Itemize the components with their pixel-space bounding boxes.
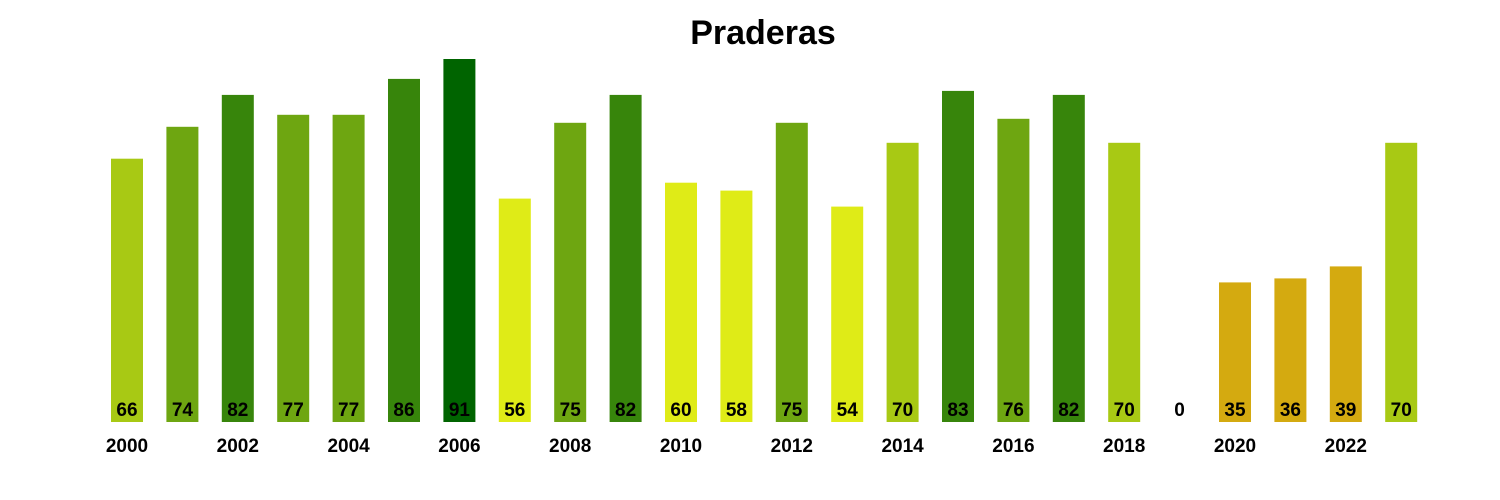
value-label-2018: 70 (1114, 400, 1135, 421)
value-label-2014: 70 (892, 400, 913, 421)
value-label-2023: 70 (1391, 400, 1412, 421)
x-tick-label-2000: 2000 (106, 436, 148, 457)
x-tick-label-2006: 2006 (438, 436, 480, 457)
value-label-2002: 82 (227, 400, 248, 421)
bar-2009 (609, 94, 642, 423)
bar-2006 (443, 59, 476, 422)
bar-2013 (831, 206, 864, 422)
value-label-2009: 82 (615, 400, 636, 421)
bar-2012 (775, 122, 808, 423)
bar-2001 (166, 126, 199, 423)
x-tick-label-2010: 2010 (660, 436, 702, 457)
x-axis-tick-labels: 2000 2002 2004 2006 2008 2010 2012 2014 2016 2018… (106, 436, 1367, 457)
bar-2014 (886, 142, 919, 423)
value-label-2016: 76 (1003, 400, 1024, 421)
value-labels-group: 66 74 82 77 77 86 91 56 75 82 60 58 75 54 70 83 76 82 70 0 3… (116, 400, 1411, 421)
value-label-2010: 60 (670, 400, 691, 421)
value-label-2021: 36 (1280, 400, 1301, 421)
bar-2017 (1052, 94, 1085, 423)
bar-2003 (277, 114, 310, 423)
x-tick-label-2002: 2002 (217, 436, 259, 457)
value-label-2005: 86 (393, 400, 414, 421)
x-tick-label-2020: 2020 (1214, 436, 1256, 457)
bar-2015 (942, 90, 974, 423)
value-label-2003: 77 (283, 400, 304, 421)
bar-2005 (388, 78, 420, 423)
value-label-2012: 75 (781, 400, 803, 421)
bar-2022 (1329, 266, 1362, 422)
bar-2010 (665, 182, 697, 422)
x-tick-label-2012: 2012 (771, 436, 813, 457)
value-label-2020: 35 (1224, 400, 1246, 421)
chart-title: Praderas (690, 14, 836, 52)
value-label-2008: 75 (560, 400, 582, 421)
value-label-2004: 77 (338, 400, 359, 421)
bar-2021 (1274, 278, 1307, 422)
value-label-2000: 66 (116, 400, 137, 421)
bar-2007 (498, 198, 531, 422)
bar-2016 (997, 118, 1030, 423)
bars-group (111, 59, 1418, 423)
x-tick-label-2022: 2022 (1325, 436, 1367, 457)
value-label-2015: 83 (947, 400, 968, 421)
bar-2004 (332, 114, 365, 423)
value-label-2006: 91 (449, 400, 471, 421)
bar-2000 (111, 158, 143, 422)
value-label-2001: 74 (172, 400, 194, 421)
bar-2002 (221, 94, 254, 423)
x-tick-label-2016: 2016 (992, 436, 1034, 457)
bar-2018 (1108, 142, 1141, 423)
x-tick-label-2008: 2008 (549, 436, 591, 457)
x-tick-label-2018: 2018 (1103, 436, 1145, 457)
x-tick-label-2004: 2004 (327, 436, 370, 457)
value-label-2022: 39 (1335, 400, 1356, 421)
value-label-2011: 58 (726, 400, 747, 421)
value-label-2019: 0 (1174, 400, 1185, 421)
bar-2011 (720, 190, 753, 422)
bar-2023 (1385, 142, 1418, 423)
bar-2020 (1219, 282, 1251, 422)
value-label-2007: 56 (504, 400, 525, 421)
bar-2008 (554, 122, 587, 423)
value-label-2013: 54 (837, 400, 859, 421)
x-tick-label-2014: 2014 (881, 436, 924, 457)
value-label-2017: 82 (1058, 400, 1079, 421)
